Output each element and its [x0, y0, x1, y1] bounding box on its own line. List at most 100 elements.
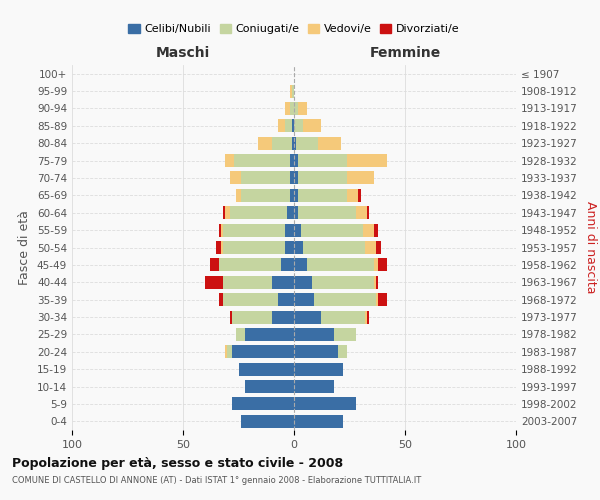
Bar	[272, 276, 294, 289]
Bar	[379, 293, 387, 306]
Bar	[290, 102, 294, 115]
Bar	[298, 172, 347, 184]
Bar	[376, 241, 380, 254]
Bar	[367, 206, 370, 220]
Bar	[239, 362, 294, 376]
Bar	[223, 241, 285, 254]
Bar	[278, 120, 285, 132]
Bar	[218, 224, 221, 236]
Bar	[290, 154, 294, 167]
Bar	[294, 328, 334, 341]
Bar	[285, 120, 292, 132]
Bar	[223, 224, 285, 236]
Y-axis label: Anni di nascita: Anni di nascita	[584, 201, 597, 294]
Bar	[290, 172, 294, 184]
Bar	[236, 328, 245, 341]
Bar	[285, 224, 294, 236]
Bar	[363, 224, 374, 236]
Bar	[292, 120, 294, 132]
Bar	[281, 258, 294, 272]
Bar	[245, 328, 294, 341]
Bar	[301, 224, 363, 236]
Bar	[205, 276, 223, 289]
Bar	[294, 136, 296, 149]
Bar	[367, 310, 370, 324]
Bar	[278, 293, 294, 306]
Bar	[290, 84, 292, 98]
Bar	[223, 293, 278, 306]
Bar	[379, 258, 387, 272]
Bar	[356, 206, 367, 220]
Bar	[230, 310, 232, 324]
Bar	[294, 172, 298, 184]
Bar	[241, 172, 290, 184]
Bar	[294, 154, 298, 167]
Bar	[294, 380, 334, 393]
Bar	[227, 346, 232, 358]
Bar	[338, 346, 347, 358]
Bar	[303, 241, 365, 254]
Bar	[285, 102, 290, 115]
Bar	[347, 154, 387, 167]
Bar	[223, 276, 272, 289]
Bar	[298, 102, 307, 115]
Bar	[230, 206, 287, 220]
Bar	[320, 310, 365, 324]
Bar	[294, 398, 356, 410]
Bar	[347, 189, 358, 202]
Bar	[374, 224, 379, 236]
Bar	[292, 136, 294, 149]
Bar	[292, 84, 294, 98]
Text: Popolazione per età, sesso e stato civile - 2008: Popolazione per età, sesso e stato civil…	[12, 458, 343, 470]
Bar	[374, 276, 376, 289]
Bar	[294, 346, 338, 358]
Bar	[294, 189, 298, 202]
Bar	[230, 172, 241, 184]
Bar	[294, 120, 303, 132]
Y-axis label: Fasce di età: Fasce di età	[19, 210, 31, 285]
Bar	[217, 241, 221, 254]
Bar	[285, 241, 294, 254]
Bar	[232, 310, 272, 324]
Text: COMUNE DI CASTELLO DI ANNONE (AT) - Dati ISTAT 1° gennaio 2008 - Elaborazione TU: COMUNE DI CASTELLO DI ANNONE (AT) - Dati…	[12, 476, 421, 485]
Bar	[298, 189, 347, 202]
Bar	[314, 293, 376, 306]
Bar	[319, 136, 341, 149]
Bar	[334, 328, 356, 341]
Bar	[294, 362, 343, 376]
Text: Femmine: Femmine	[370, 46, 440, 60]
Bar	[296, 136, 319, 149]
Legend: Celibi/Nubili, Coniugati/e, Vedovi/e, Divorziati/e: Celibi/Nubili, Coniugati/e, Vedovi/e, Di…	[124, 20, 464, 39]
Bar	[236, 189, 241, 202]
Bar	[294, 276, 312, 289]
Bar	[294, 293, 314, 306]
Bar	[241, 415, 294, 428]
Bar	[209, 258, 218, 272]
Bar	[294, 310, 320, 324]
Bar	[303, 120, 320, 132]
Bar	[221, 224, 223, 236]
Bar	[307, 258, 374, 272]
Bar	[294, 258, 307, 272]
Bar	[218, 258, 281, 272]
Bar	[272, 136, 292, 149]
Bar	[294, 415, 343, 428]
Bar	[241, 189, 290, 202]
Bar	[294, 224, 301, 236]
Bar	[312, 276, 374, 289]
Bar	[232, 398, 294, 410]
Bar	[218, 293, 223, 306]
Bar	[290, 189, 294, 202]
Bar	[245, 380, 294, 393]
Bar	[259, 136, 272, 149]
Bar	[225, 206, 230, 220]
Bar	[374, 258, 379, 272]
Bar	[365, 310, 367, 324]
Bar	[225, 346, 227, 358]
Bar	[272, 310, 294, 324]
Text: Maschi: Maschi	[156, 46, 210, 60]
Bar	[221, 241, 223, 254]
Bar	[294, 206, 298, 220]
Bar	[365, 241, 376, 254]
Bar	[358, 189, 361, 202]
